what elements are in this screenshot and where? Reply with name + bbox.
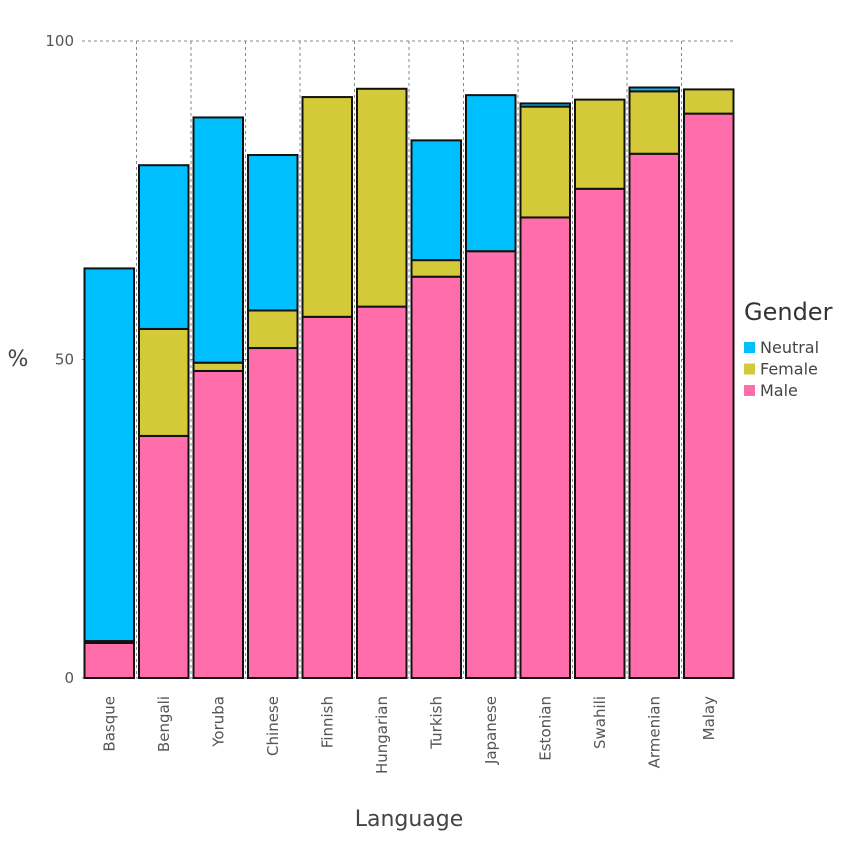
x-tick-label: Basque <box>100 696 118 752</box>
bar-segment-female <box>301 96 353 318</box>
bar-segment-male <box>410 275 462 679</box>
x-tick-label: Chinese <box>264 696 282 756</box>
legend-swatch-neutral <box>744 342 755 353</box>
bar-segment-neutral <box>628 86 680 93</box>
bar-segment-male <box>519 216 571 679</box>
bar-segment-male <box>683 112 735 680</box>
bar-segment-neutral <box>83 267 135 643</box>
legend-label-neutral: Neutral <box>760 338 819 357</box>
x-tick-label: Swahili <box>591 696 609 749</box>
bar-segment-male <box>247 347 299 679</box>
bar-segment-male <box>574 187 626 679</box>
legend-label-male: Male <box>760 381 798 400</box>
y-tick-label: 0 <box>64 669 74 687</box>
legend-title: Gender <box>744 298 833 326</box>
x-tick-label: Finnish <box>318 696 336 748</box>
y-axis-label: % <box>8 347 29 372</box>
bar-segment-female <box>247 309 299 350</box>
x-tick-label: Hungarian <box>373 696 391 774</box>
bar-segment-male <box>628 152 680 679</box>
y-tick-label: 100 <box>45 32 74 50</box>
bar-segment-female <box>683 88 735 115</box>
bar-segment-male <box>192 369 244 679</box>
grid-lines <box>82 40 736 679</box>
x-tick-label: Japanese <box>482 696 500 765</box>
y-tick-label: 50 <box>55 351 74 369</box>
bar-segment-female <box>356 87 408 308</box>
legend-label-female: Female <box>760 360 818 379</box>
bar-segment-male <box>138 434 190 679</box>
bar-segment-female <box>192 361 244 372</box>
y-tick-labels: 0 50 100 <box>45 32 74 687</box>
bar-segment-female <box>628 90 680 155</box>
bar-segment-male <box>356 305 408 679</box>
legend-swatch-female <box>744 363 755 375</box>
bar-segment-neutral <box>465 94 517 253</box>
bar-segment-female <box>574 98 626 190</box>
x-axis-label: Language <box>355 807 464 832</box>
bars <box>83 86 735 680</box>
x-tick-label: Armenian <box>645 696 663 768</box>
x-tick-label: Estonian <box>536 696 554 761</box>
bar-segment-male <box>465 250 517 680</box>
bar-segment-neutral <box>410 139 462 262</box>
x-tick-label: Yoruba <box>209 696 227 748</box>
bar-segment-neutral <box>519 102 571 108</box>
bar-segment-male <box>301 315 353 679</box>
bar-segment-neutral <box>247 154 299 312</box>
x-tick-label: Turkish <box>427 696 445 750</box>
x-tick-labels: Basque Bengali Yoruba Chinese Finnish Hungari… <box>100 696 718 774</box>
x-tick-label: Bengali <box>155 696 173 752</box>
legend: Gender Neutral Female Male <box>744 298 833 400</box>
bar-segment-female <box>410 259 462 278</box>
bar-segment-female <box>138 327 190 437</box>
bar-segment-neutral <box>138 164 190 330</box>
legend-swatch-male <box>744 385 755 396</box>
x-tick-label: Malay <box>700 696 718 740</box>
bar-segment-male <box>83 641 135 680</box>
bar-segment-neutral <box>192 116 244 364</box>
bar-segment-female <box>519 105 571 219</box>
